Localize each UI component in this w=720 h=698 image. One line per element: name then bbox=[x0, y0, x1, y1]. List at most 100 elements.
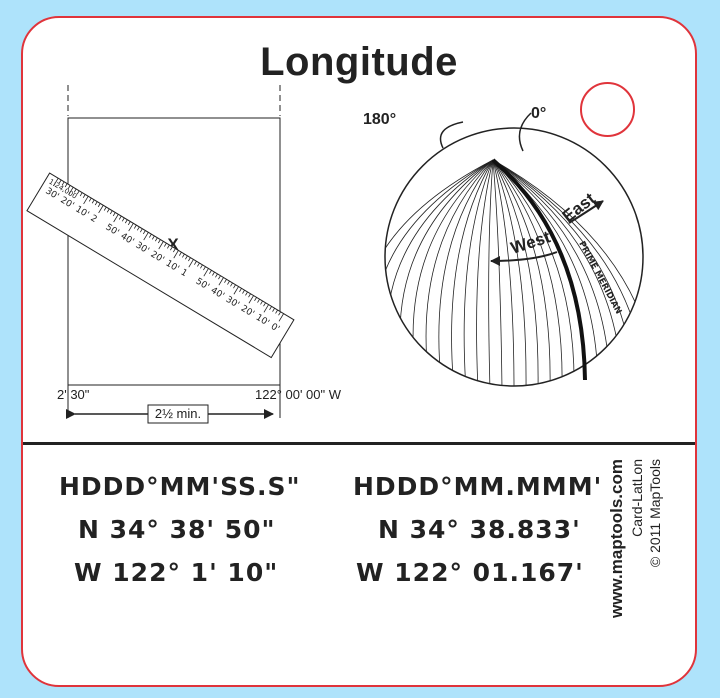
prime-meridian-line bbox=[491, 158, 587, 381]
ruler-tick bbox=[269, 306, 272, 311]
ruler-tick bbox=[79, 192, 83, 197]
dms-format-header: HDDD°MM'SS.S" bbox=[59, 472, 301, 501]
ruler-tick bbox=[121, 217, 125, 222]
meridian-line bbox=[385, 159, 494, 386]
width-label-box bbox=[147, 404, 209, 424]
ruler-tick bbox=[194, 261, 197, 265]
ruler-tick bbox=[230, 282, 233, 287]
map-quadrangle-diagram: 2' 30" 122° 00' 00" W 2½ min. X 30'20'10… bbox=[26, 85, 342, 424]
ruler-tick bbox=[143, 232, 149, 241]
ruler-tick bbox=[218, 275, 221, 280]
ruler-tick bbox=[197, 262, 200, 267]
ruler-tick bbox=[227, 280, 230, 285]
label-180: 180° bbox=[363, 111, 396, 128]
website-link[interactable]: www.maptools.com bbox=[607, 459, 626, 619]
ruler-tick bbox=[97, 203, 101, 208]
ruler-tick bbox=[203, 266, 206, 271]
globe-diagram: 180° 0° West East PRIME MERIDIAN bbox=[363, 105, 644, 387]
ruler-tick bbox=[82, 194, 86, 199]
ruler-tick bbox=[109, 210, 113, 215]
ruler-tick bbox=[53, 177, 59, 187]
ruler-tick bbox=[179, 252, 182, 256]
ruler-tick bbox=[260, 300, 263, 305]
west-arrow bbox=[490, 251, 558, 266]
meridian-line bbox=[476, 159, 494, 386]
ruler-tick bbox=[275, 309, 278, 314]
map-rectangle bbox=[67, 117, 281, 386]
ruler-tick bbox=[215, 273, 218, 278]
ruler-tick bbox=[128, 223, 134, 232]
ruler-tick bbox=[139, 228, 143, 233]
ruler-tick bbox=[233, 286, 239, 295]
ruler-tick bbox=[254, 297, 257, 301]
copyright: © 2011 MapTools bbox=[647, 459, 663, 568]
ruler-tick bbox=[263, 304, 269, 313]
meridian-line bbox=[488, 159, 494, 386]
ruler-tick bbox=[173, 248, 176, 253]
ruler-tick bbox=[272, 307, 275, 312]
ruler-tick bbox=[154, 237, 158, 242]
ruler-tick bbox=[224, 279, 227, 283]
dm-format-header: HDDD°MM.MMM' bbox=[353, 472, 603, 501]
label-0: 0° bbox=[531, 105, 546, 122]
ruler-tick bbox=[133, 224, 137, 229]
section-divider bbox=[23, 442, 695, 445]
footer-credits: www.maptools.com Card-LatLon © 2011 MapT… bbox=[606, 459, 695, 675]
ruler-tick bbox=[218, 277, 224, 286]
ruler-tick bbox=[158, 241, 164, 250]
ruler-tick bbox=[209, 270, 212, 274]
ruler-tick bbox=[91, 199, 95, 204]
ruler-tick bbox=[185, 255, 188, 260]
card-name: Card-LatLon bbox=[629, 459, 645, 537]
meridian-line bbox=[492, 159, 575, 386]
ruler-tick bbox=[113, 214, 119, 223]
ruler-tick bbox=[170, 246, 173, 251]
ruler-tick bbox=[203, 268, 209, 277]
meridian-line bbox=[492, 159, 563, 386]
ruler-tick bbox=[151, 235, 155, 240]
ruler-tick bbox=[278, 311, 281, 316]
dm-latitude: N 34° 38.833' bbox=[378, 515, 581, 544]
ruler-tick bbox=[166, 244, 170, 249]
ruler-tick-label: 1 bbox=[179, 268, 189, 280]
ruler-tick bbox=[157, 239, 161, 244]
punch-hole bbox=[580, 82, 635, 137]
meridian-line bbox=[492, 159, 527, 386]
card-title: Longitude bbox=[260, 40, 458, 84]
dm-longitude: W 122° 01.167' bbox=[356, 558, 584, 587]
ruler-tick bbox=[245, 291, 248, 296]
ruler-tick bbox=[148, 233, 152, 238]
meridian-line bbox=[492, 159, 551, 386]
ruler-tick bbox=[73, 188, 77, 193]
ruler-tick bbox=[142, 230, 146, 235]
ruler-tick bbox=[58, 179, 62, 184]
ruler-tick bbox=[200, 264, 203, 269]
ruler-tick bbox=[88, 197, 92, 202]
ruler-tick bbox=[242, 289, 245, 294]
ruler-tick bbox=[188, 257, 191, 262]
ruler-tick bbox=[76, 190, 80, 195]
scale-ruler[interactable]: 30'20'10'250'40'30'20'10'150'40'30'20'10… bbox=[26, 172, 295, 359]
meridian-line bbox=[492, 159, 539, 386]
ruler-tick bbox=[248, 295, 254, 304]
ruler-tick bbox=[127, 221, 131, 226]
east-arrow bbox=[568, 200, 604, 224]
ruler-tick bbox=[103, 206, 107, 211]
width-label: 2½ min. bbox=[155, 406, 201, 421]
ruler-tick bbox=[94, 201, 98, 206]
ruler-tick bbox=[182, 253, 185, 258]
meridian-line bbox=[438, 159, 494, 386]
ruler-tick bbox=[136, 226, 140, 231]
ruler-tick bbox=[263, 302, 266, 307]
ruler-tick bbox=[233, 284, 236, 289]
right-longitude-label: 122° 00' 00" W bbox=[255, 387, 342, 402]
ruler-tick bbox=[98, 205, 104, 214]
ruler-tick-label: 2 bbox=[89, 213, 99, 225]
meridian-line bbox=[451, 159, 494, 386]
ruler-tick bbox=[124, 219, 128, 224]
meridian-line bbox=[385, 159, 494, 386]
arrow-180 bbox=[439, 121, 464, 149]
dms-longitude: W 122° 1' 10" bbox=[74, 558, 279, 587]
ruler-tick bbox=[83, 196, 89, 205]
ruler-tick bbox=[173, 250, 179, 259]
